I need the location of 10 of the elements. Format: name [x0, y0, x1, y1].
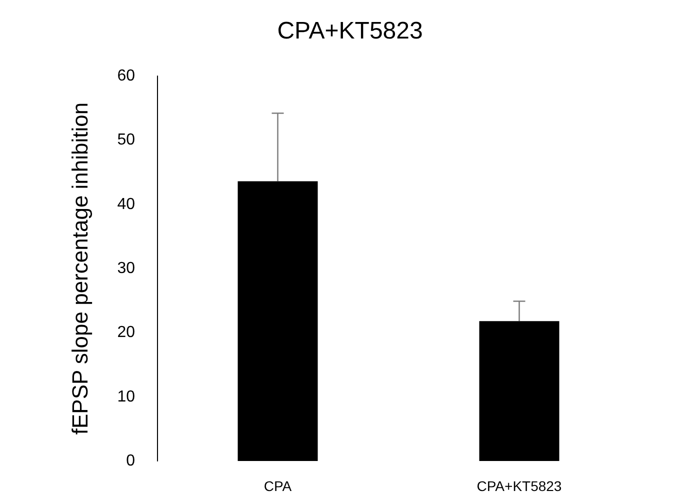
y-tick-label: 20: [117, 324, 136, 342]
chart-title: CPA+KT5823: [277, 18, 423, 44]
y-tick-label: 40: [117, 196, 136, 213]
x-tick-label: CPA: [264, 478, 292, 494]
y-tick-label: 30: [117, 260, 136, 277]
y-tick-label: 60: [117, 68, 136, 84]
y-axis-title: fEPSP slope percentage inhibition: [68, 102, 92, 435]
y-tick-label: 0: [126, 452, 136, 470]
y-tick-label: 10: [117, 388, 136, 406]
y-tick-label: 50: [117, 132, 136, 149]
